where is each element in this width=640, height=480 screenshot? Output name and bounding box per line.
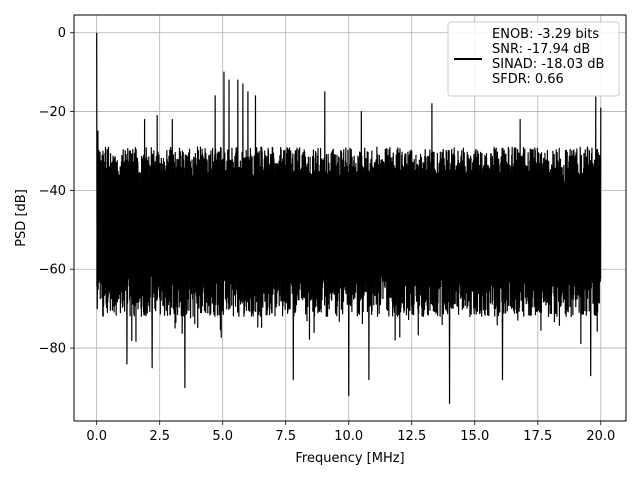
x-tick-label: 10.0 (334, 429, 363, 444)
x-tick-label: 7.5 (275, 429, 296, 444)
y-tick-label: −80 (39, 342, 66, 357)
plot-frame (73, 14, 627, 422)
x-tick-label: 2.5 (149, 429, 170, 444)
x-tick-label: 5.0 (212, 429, 233, 444)
x-tick-label: 20.0 (586, 429, 615, 444)
x-axis: 0.0 2.5 5.0 7.5 10.0 12.5 15.0 17.5 20.0 (86, 421, 615, 444)
legend-entry-sinad: SINAD: -18.03 dB (492, 57, 604, 72)
y-tick-label: −20 (39, 105, 66, 120)
y-tick-label: −60 (39, 263, 66, 278)
x-tick-label: 15.0 (460, 429, 489, 444)
legend-entry-enob: ENOB: -3.29 bits (492, 27, 599, 42)
x-tick-label: 17.5 (523, 429, 552, 444)
legend: ENOB: -3.29 bits SNR: -17.94 dB SINAD: -… (447, 21, 620, 97)
x-tick-label: 0.0 (86, 429, 107, 444)
x-axis-label: Frequency [MHz] (295, 451, 404, 466)
y-axis: 0 −20 −40 −60 −80 (39, 26, 74, 357)
y-tick-label: 0 (58, 26, 66, 41)
x-tick-label: 12.5 (397, 429, 426, 444)
legend-entry-snr: SNR: -17.94 dB (492, 42, 590, 57)
y-tick-label: −40 (39, 184, 66, 199)
y-axis-label: PSD [dB] (14, 189, 29, 247)
psd-series-line (96, 32, 602, 404)
legend-box (447, 21, 620, 97)
legend-entry-sfdr: SFDR: 0.66 (492, 72, 564, 87)
